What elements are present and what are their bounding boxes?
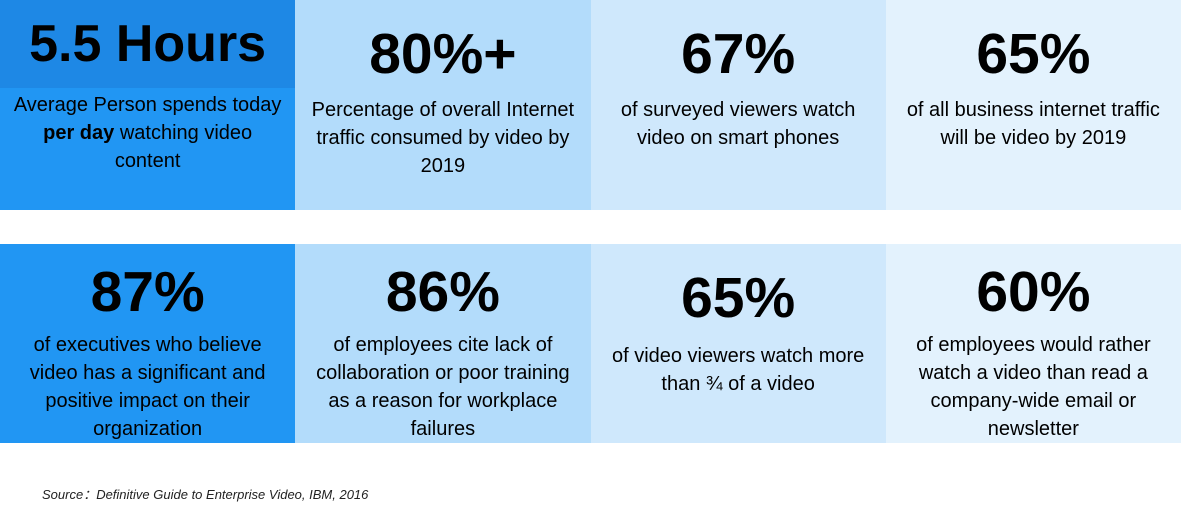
stat-description: of employees would rather watch a video …: [916, 334, 1151, 440]
stats-row-bottom: 87% of executives who believe video has …: [0, 244, 1181, 443]
stat-value: 87%: [90, 260, 205, 324]
stat-tile-business-traffic: 65% of all business internet traffic wil…: [885, 0, 1181, 210]
stat-value: 65%: [681, 265, 796, 330]
stat-value: 65%: [976, 21, 1091, 86]
stat-band: 5.5 Hours: [0, 0, 296, 88]
stat-tile-executives: 87% of executives who believe video has …: [0, 244, 296, 443]
stat-tile-employees-collaboration: 86% of employees cite lack of collaborat…: [295, 244, 591, 443]
stat-description: of all business internet traffic will be…: [906, 99, 1160, 149]
stat-value: 86%: [385, 260, 500, 324]
stat-description: of employees cite lack of collaboration …: [316, 334, 570, 440]
stat-description: of video viewers watch more than ¾ of a …: [611, 345, 865, 395]
stat-tile-traffic: 80%+ Percentage of overall Internet traf…: [295, 0, 591, 210]
stats-row-top: 5.5 Hours Average Person spends today pe…: [0, 0, 1181, 210]
stat-description: of executives who believe video has a si…: [29, 334, 266, 440]
stat-tile-hours: 5.5 Hours Average Person spends today pe…: [0, 0, 296, 210]
stat-tile-smartphones: 67% of surveyed viewers watch video on s…: [590, 0, 886, 210]
stat-description-emphasis: per day: [43, 122, 115, 144]
stat-tile-video-viewers: 65% of video viewers watch more than ¾ o…: [590, 244, 886, 443]
stat-value: 67%: [681, 21, 796, 86]
stat-tile-employees-preference: 60% of employees would rather watch a vi…: [885, 244, 1181, 443]
stat-description: Average Person spends today per day watc…: [13, 94, 282, 172]
stat-description: Percentage of overall Internet traffic c…: [311, 99, 575, 177]
stat-value: 60%: [976, 260, 1091, 324]
source-citation: Source：Definitive Guide to Enterprise Vi…: [42, 487, 369, 502]
stat-description: of surveyed viewers watch video on smart…: [620, 99, 856, 149]
stat-value: 80%+: [369, 21, 517, 86]
stat-value: 5.5 Hours: [29, 15, 267, 73]
